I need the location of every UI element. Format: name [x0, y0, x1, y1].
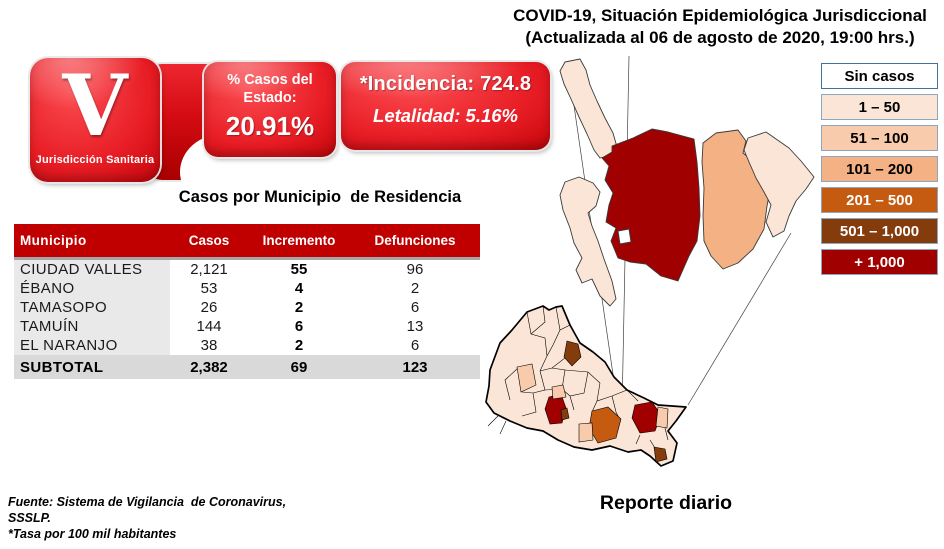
cell-defunciones: 6: [350, 336, 480, 355]
map-region-tamasopo: [559, 176, 617, 307]
state-share-box: % Casos del Estado: 20.91%: [204, 62, 336, 157]
map-region-el-naranjo: [559, 58, 618, 159]
state-region-dark-north: [563, 340, 582, 367]
source-note: Fuente: Sistema de Vigilancia de Coronav…: [8, 494, 286, 542]
cell-incremento: 2: [248, 336, 350, 355]
cell-defunciones: 13: [350, 317, 480, 336]
cell-casos: 26: [170, 298, 248, 317]
state-region-peach-east: [655, 406, 669, 429]
cell-defunciones: 2: [350, 279, 480, 298]
logo-label: Jurisdicción Sanitaria: [35, 154, 155, 166]
header-incremento: Incremento: [262, 233, 336, 248]
page-title-line1: COVID-19, Situación Epidemiológica Juris…: [513, 6, 927, 25]
cell-incremento: 2: [248, 298, 350, 317]
state-region-peach-mid: [551, 384, 567, 400]
table-row: EL NARANJO 38 2 6: [14, 336, 480, 355]
state-region-peach-south: [578, 422, 594, 443]
page-title-line2: (Actualizada al 06 de agosto de 2020, 19…: [525, 27, 915, 47]
jurisdiction-logo: V Jurisdicción Sanitaria: [28, 56, 266, 210]
state-share-value: 20.91%: [225, 111, 315, 141]
map-region-ebano: [743, 131, 815, 238]
cell-municipio: EL NARANJO: [14, 336, 170, 355]
state-region-peach-west: [516, 363, 537, 393]
cell-defunciones: 96: [350, 258, 480, 279]
state-region-small-brown: [560, 407, 570, 421]
lethality-value: Letalidad: 5.16%: [373, 105, 518, 126]
state-outline: [485, 305, 687, 467]
page-title: COVID-19, Situación Epidemiológica Juris…: [500, 5, 940, 48]
cell-incremento: 55: [248, 258, 350, 279]
table-row: TAMASOPO 26 2 6: [14, 298, 480, 317]
map-region-valles-lake: [617, 228, 632, 245]
subtotal-label: SUBTOTAL: [14, 355, 170, 379]
legend-item-1-50: 1 – 50: [821, 94, 938, 120]
cell-casos: 2,121: [170, 258, 248, 279]
header-municipio: Municipio: [20, 233, 87, 248]
incidence-value: *Incidencia: 724.8: [359, 73, 532, 95]
incidence-box: *Incidencia: 724.8 Letalidad: 5.16%: [341, 62, 550, 150]
legend-item-sin-casos: Sin casos: [821, 63, 938, 89]
subtotal-incremento: 69: [248, 355, 350, 379]
state-share-label-line2: Estado:: [243, 90, 297, 106]
cell-municipio: CIUDAD VALLES: [14, 258, 170, 279]
cell-casos: 38: [170, 336, 248, 355]
map-legend: Sin casos 1 – 50 51 – 100 101 – 200 201 …: [821, 63, 938, 275]
state-municipal-borders: [487, 305, 669, 449]
cell-casos: 144: [170, 317, 248, 336]
table-header-row: Municipio Casos Incremento Defunciones: [14, 224, 480, 259]
legend-item-51-100: 51 – 100: [821, 125, 938, 151]
cell-municipio: TAMUÍN: [14, 317, 170, 336]
table-row: CIUDAD VALLES 2,121 55 96: [14, 258, 480, 279]
source-note-line2: SSSLP.: [8, 511, 51, 525]
logo-badge: V Jurisdicción Sanitaria: [30, 58, 160, 182]
logo-v-letter: V: [62, 56, 128, 155]
cell-casos: 53: [170, 279, 248, 298]
map-region-ciudad-valles: [601, 128, 701, 282]
cases-by-municipality-table: Municipio Casos Incremento Defunciones C…: [14, 224, 480, 379]
choropleth-maps: [485, 55, 815, 467]
table-subtotal-row: SUBTOTAL 2,382 69 123: [14, 355, 480, 379]
table-title: Casos por Municipio de Residencia: [178, 188, 462, 206]
table-row: ÉBANO 53 4 2: [14, 279, 480, 298]
cell-municipio: TAMASOPO: [14, 298, 170, 317]
state-map: [485, 305, 687, 467]
cell-incremento: 6: [248, 317, 350, 336]
source-note-line1: Fuente: Sistema de Vigilancia de Coronav…: [8, 495, 287, 509]
state-share-label-line1: % Casos del: [227, 72, 313, 88]
source-note-line3: *Tasa por 100 mil habitantes: [8, 527, 177, 541]
cell-incremento: 4: [248, 279, 350, 298]
report-type-label: Reporte diario: [599, 492, 733, 514]
legend-item-plus-1000: + 1,000: [821, 249, 938, 275]
legend-item-101-200: 101 – 200: [821, 156, 938, 182]
cell-defunciones: 6: [350, 298, 480, 317]
state-region-brown-tail: [653, 446, 668, 463]
subtotal-defunciones: 123: [350, 355, 480, 379]
legend-item-501-1000: 501 – 1,000: [821, 218, 938, 244]
subtotal-casos: 2,382: [170, 355, 248, 379]
header-defunciones: Defunciones: [374, 233, 456, 248]
state-highlight-regions: [516, 340, 669, 463]
cell-municipio: ÉBANO: [14, 279, 170, 298]
state-region-red-east: [631, 401, 662, 434]
jurisdiction-map: [559, 58, 815, 307]
legend-item-201-500: 201 – 500: [821, 187, 938, 213]
table-row: TAMUÍN 144 6 13: [14, 317, 480, 336]
header-casos: Casos: [188, 233, 230, 248]
